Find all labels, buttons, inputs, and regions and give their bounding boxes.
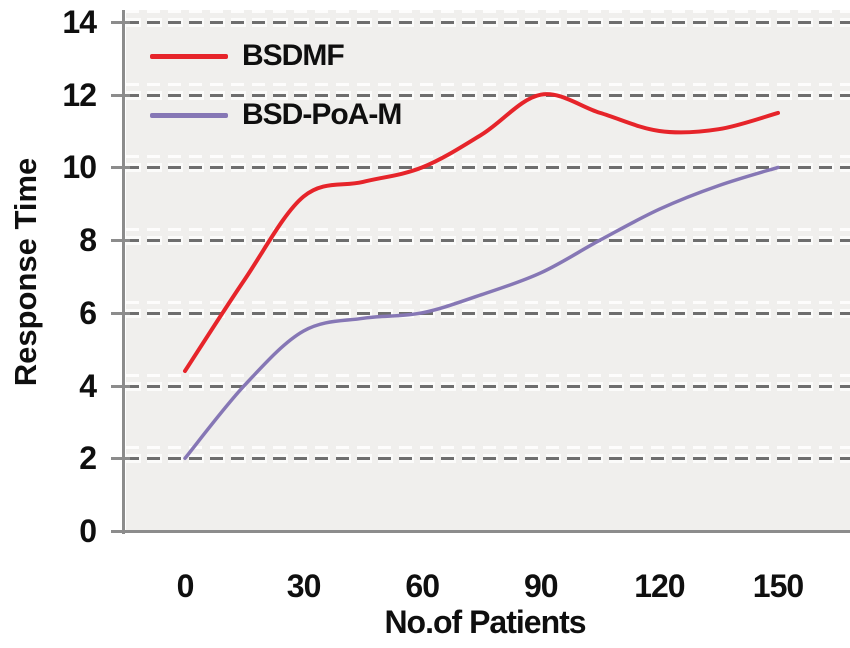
y-tick-mark [111,530,130,533]
legend-line-sample [150,53,228,59]
y-tick-mark [111,384,130,388]
y-tick-label: 14 [62,3,97,40]
y-tick-label: 4 [79,367,97,404]
legend-item: BSDMF [150,36,401,76]
legend-label: BSDMF [242,39,345,72]
gridline-highlight [126,82,850,86]
x-axis-line [112,530,850,533]
y-tick-label: 10 [62,149,97,186]
gridline [126,20,850,24]
plot-area: BSDMF BSD-PoA-M [126,9,850,531]
x-tick-label: 120 [634,568,685,604]
y-tick-label: 0 [79,513,97,549]
gridline [126,457,850,461]
y-axis-line [122,10,125,534]
y-tick-mark [111,93,130,97]
x-tick-label: 0 [176,568,195,604]
series-line-bsd-poa-m [183,165,780,461]
legend-line-sample [150,112,228,118]
gridline-highlight [126,300,850,304]
y-tick-mark [111,311,130,315]
gridline [126,166,850,170]
x-tick-label: 60 [405,568,440,604]
gridline-highlight [126,9,850,13]
y-tick-label: 12 [62,76,97,113]
x-tick-label: 150 [752,568,804,604]
series-layer [183,92,780,461]
gridline-highlight [126,155,850,159]
legend: BSDMF BSD-PoA-M [150,36,402,154]
y-tick-label: 2 [79,440,97,477]
gridline [126,384,850,388]
y-tick-label: 8 [79,222,97,259]
gridline [126,93,850,97]
gridline [126,239,850,243]
gridline-highlight [126,373,850,377]
y-tick-mark [111,20,130,24]
series-line-bsdmf [183,92,780,373]
x-tick-label: 30 [286,568,322,604]
y-tick-label: 6 [79,294,97,331]
x-axis-title: No.of Patients [384,604,586,640]
y-tick-mark [111,457,130,461]
gridline [126,311,850,315]
legend-label: BSD-PoA-M [242,98,402,131]
gridline-highlight [126,446,850,450]
y-tick-mark [111,239,130,243]
gridline-highlight [126,228,850,232]
y-axis-title: Response Time [8,157,43,387]
x-tick-label: 90 [524,568,559,604]
y-tick-mark [111,166,130,170]
legend-item: BSD-PoA-M [150,95,402,135]
